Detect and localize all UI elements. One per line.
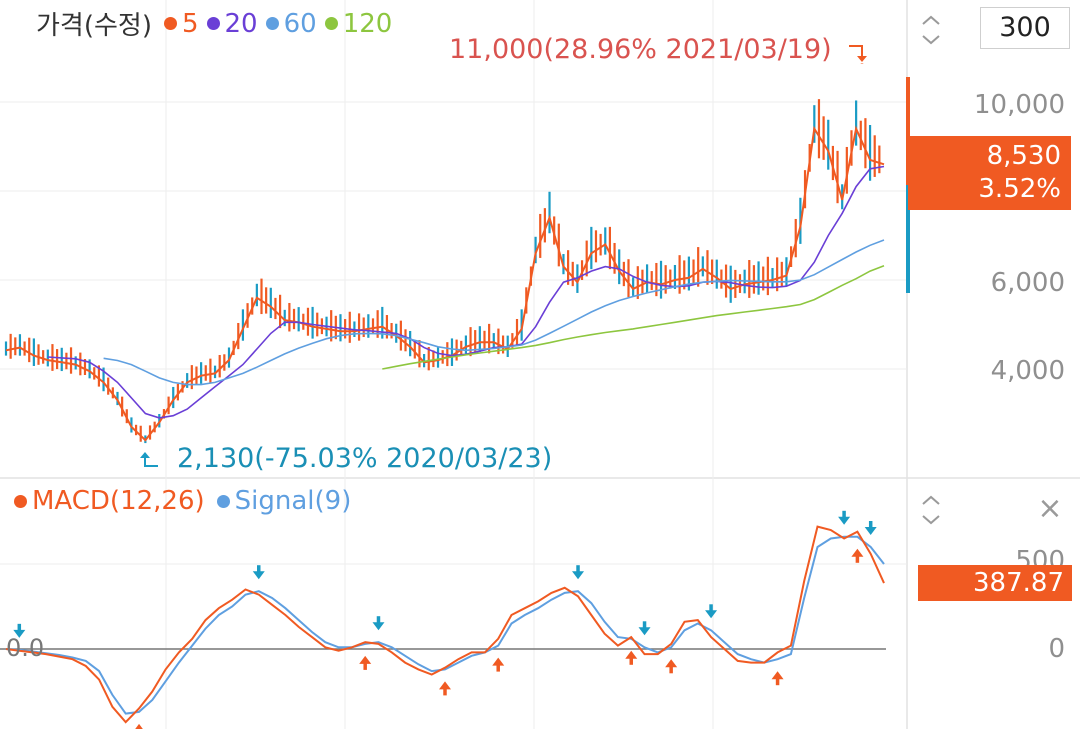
- buy-arrow-icon-58: [771, 671, 784, 680]
- buy-arrow-icon-50: [665, 659, 678, 668]
- ma5-dot: [163, 17, 177, 30]
- sell-arrow-icon-53: [705, 610, 718, 619]
- ma60-line: [103, 239, 885, 386]
- price-y-tick-6000: 6,000: [990, 268, 1065, 298]
- ma20-dot: [206, 17, 220, 30]
- macd-scale-stepper-icon[interactable]: [918, 490, 944, 530]
- price-y-tick-10000: 10,000: [974, 90, 1065, 120]
- sell-arrow-icon-28: [372, 622, 385, 631]
- sell-arrow-icon-63: [838, 516, 851, 525]
- macd-y-tick-0: 0: [1048, 634, 1065, 664]
- ma120-label: 120: [342, 8, 393, 39]
- ma60-dot: [265, 17, 279, 30]
- buy-arrow-icon-47: [625, 650, 638, 659]
- period-input[interactable]: 300: [980, 7, 1070, 49]
- price-legend: 가격(수정) 5 20 60 120: [36, 5, 400, 42]
- sell-arrow-icon-19: [252, 571, 265, 580]
- low-arrow-icon: [140, 452, 150, 458]
- sell-arrow-icon-43: [572, 571, 585, 580]
- high-marker-icon: [849, 45, 863, 58]
- signal-legend-label: Signal(9): [234, 486, 352, 516]
- signal-dot: [216, 494, 230, 508]
- price-y-tick-4000: 4,000: [990, 356, 1065, 386]
- price-scale-stepper-icon[interactable]: [918, 10, 944, 50]
- buy-arrow-icon-33: [439, 681, 451, 690]
- signal-line: [5, 535, 885, 715]
- buy-arrow-icon-37: [492, 657, 505, 666]
- high-arrow-icon: [857, 56, 867, 62]
- current-change: 3.52%: [978, 174, 1061, 204]
- high-annotation: 11,000(28.96% 2021/03/19): [449, 34, 832, 65]
- price-legend-title: 가격(수정): [36, 11, 152, 41]
- ma60-legend-item[interactable]: 60: [265, 8, 317, 39]
- ma60-label: 60: [283, 8, 317, 39]
- macd-legend-item[interactable]: MACD(12,26): [14, 486, 205, 516]
- macd-legend-label: MACD(12,26): [32, 486, 205, 516]
- sell-arrow-icon-65: [864, 527, 877, 535]
- ma120-legend-item[interactable]: 120: [324, 8, 393, 39]
- ma5-label: 5: [181, 8, 199, 39]
- ma5-legend-item[interactable]: 5: [163, 8, 199, 39]
- ma120-line: [382, 265, 885, 370]
- macd-line: [5, 525, 885, 724]
- macd-current-badge: 387.87: [918, 565, 1072, 601]
- current-price-badge: 8,530 3.52%: [908, 136, 1071, 210]
- sell-arrow-icon-48: [638, 627, 651, 636]
- macd-dot: [14, 494, 27, 508]
- low-annotation: 2,130(-75.03% 2020/03/23): [177, 443, 553, 474]
- macd-legend: MACD(12,26) Signal(9): [14, 486, 359, 516]
- buy-arrow-icon-64: [851, 548, 864, 557]
- ma120-dot: [324, 17, 338, 30]
- buy-arrow-icon-10: [135, 723, 143, 729]
- current-price: 8,530: [986, 141, 1061, 171]
- macd-zero-label: 0.0: [6, 634, 45, 662]
- sell-arrow-icon-1: [13, 629, 26, 638]
- buy-arrow-icon-27: [359, 655, 372, 664]
- ma20-legend-item[interactable]: 20: [206, 8, 258, 39]
- close-macd-icon[interactable]: ×: [1037, 491, 1063, 526]
- ma20-label: 20: [224, 8, 258, 39]
- signal-legend-item[interactable]: Signal(9): [216, 486, 352, 516]
